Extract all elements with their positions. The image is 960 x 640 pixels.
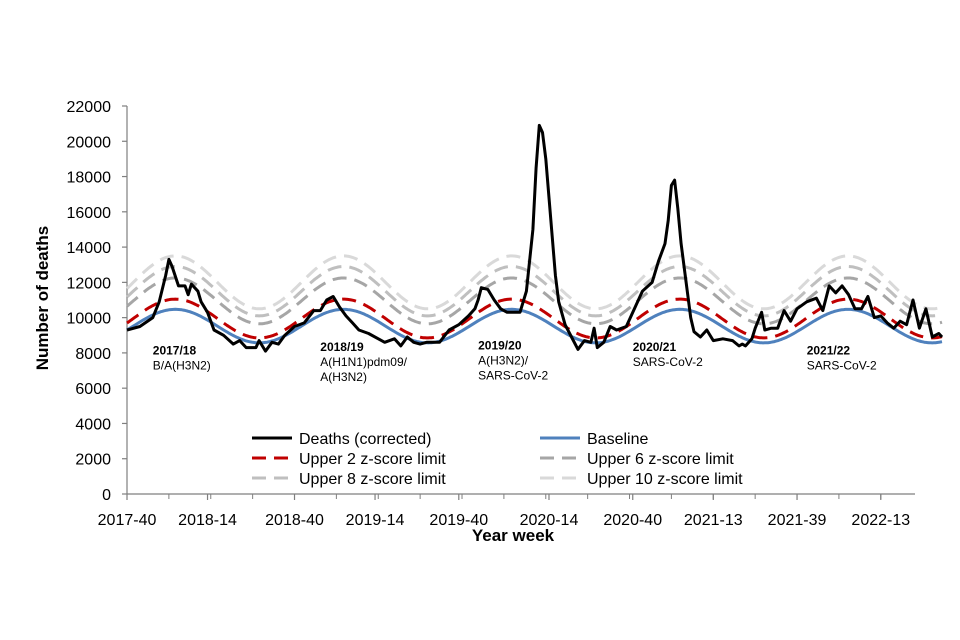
legend-label: Deaths (corrected) [299, 431, 432, 448]
y-tick-label: 22000 [67, 99, 112, 116]
y-tick-label: 14000 [67, 240, 112, 257]
season-strain-label: SARS-CoV-2 [478, 368, 548, 382]
y-tick-label: 18000 [67, 170, 112, 187]
series-line-upper-2-z-score-limit [126, 297, 943, 340]
plot-area [125, 123, 944, 353]
series-line-upper-6-z-score-limit [126, 276, 943, 326]
series-line-deaths-corrected [126, 123, 944, 353]
x-tick-label: 2020-40 [603, 512, 662, 529]
legend-label: Upper 6 z-score limit [587, 451, 734, 468]
y-tick-label: 6000 [75, 381, 111, 398]
season-strain-label: A(H1N1)pdm09/ [320, 355, 407, 369]
season-label: 2018/19 [320, 340, 364, 354]
season-label: 2021/22 [807, 344, 851, 358]
season-annotations: 2017/18B/A(H3N2) 2018/19A(H1N1)pdm09/A(H3… [153, 338, 877, 384]
series-line-baseline [126, 307, 943, 345]
legend: Deaths (corrected) Baseline Upper 2 z-scor… [252, 431, 743, 488]
y-tick-label: 10000 [67, 311, 112, 328]
y-tick-label: 20000 [67, 134, 112, 151]
season-label: 2020/21 [633, 340, 677, 354]
x-tick-label: 2020-14 [520, 512, 579, 529]
season-label: 2017/18 [153, 344, 197, 358]
y-tick-label: 0 [102, 487, 111, 504]
x-tick-label: 2019-40 [429, 512, 488, 529]
axes: 0 2000 4000 6000 8000 10000 12000 14000 16000 180… [67, 99, 915, 529]
y-tick-label: 2000 [75, 452, 111, 469]
series-line-upper-10-z-score-limit [125, 254, 943, 311]
season-strain-label: SARS-CoV-2 [633, 355, 703, 369]
y-tick-label: 8000 [75, 346, 111, 363]
season-strain-label: B/A(H3N2) [153, 359, 211, 373]
season-strain-label: A(H3N2)/ [478, 353, 529, 367]
y-tick-label: 16000 [67, 205, 112, 222]
legend-label: Baseline [587, 431, 648, 448]
y-axis-title: Number of deaths [33, 226, 52, 371]
x-tick-label: 2022-13 [851, 512, 910, 529]
x-tick-label: 2017-40 [98, 512, 157, 529]
season-label: 2019/20 [478, 338, 522, 352]
legend-label: Upper 10 z-score limit [587, 471, 743, 488]
x-tick-label: 2021-39 [768, 512, 827, 529]
x-tick-label: 2018-40 [265, 512, 324, 529]
y-tick-label: 4000 [75, 416, 111, 433]
y-tick-label: 12000 [67, 275, 112, 292]
legend-label: Upper 2 z-score limit [299, 451, 446, 468]
series-line-upper-8-z-score-limit [126, 265, 943, 318]
x-axis-title: Year week [472, 526, 555, 545]
x-tick-label: 2021-13 [684, 512, 743, 529]
x-tick-label: 2019-14 [346, 512, 405, 529]
season-strain-label: SARS-CoV-2 [807, 359, 877, 373]
legend-label: Upper 8 z-score limit [299, 471, 446, 488]
season-strain-label: A(H3N2) [320, 370, 367, 384]
x-tick-label: 2018-14 [178, 512, 237, 529]
